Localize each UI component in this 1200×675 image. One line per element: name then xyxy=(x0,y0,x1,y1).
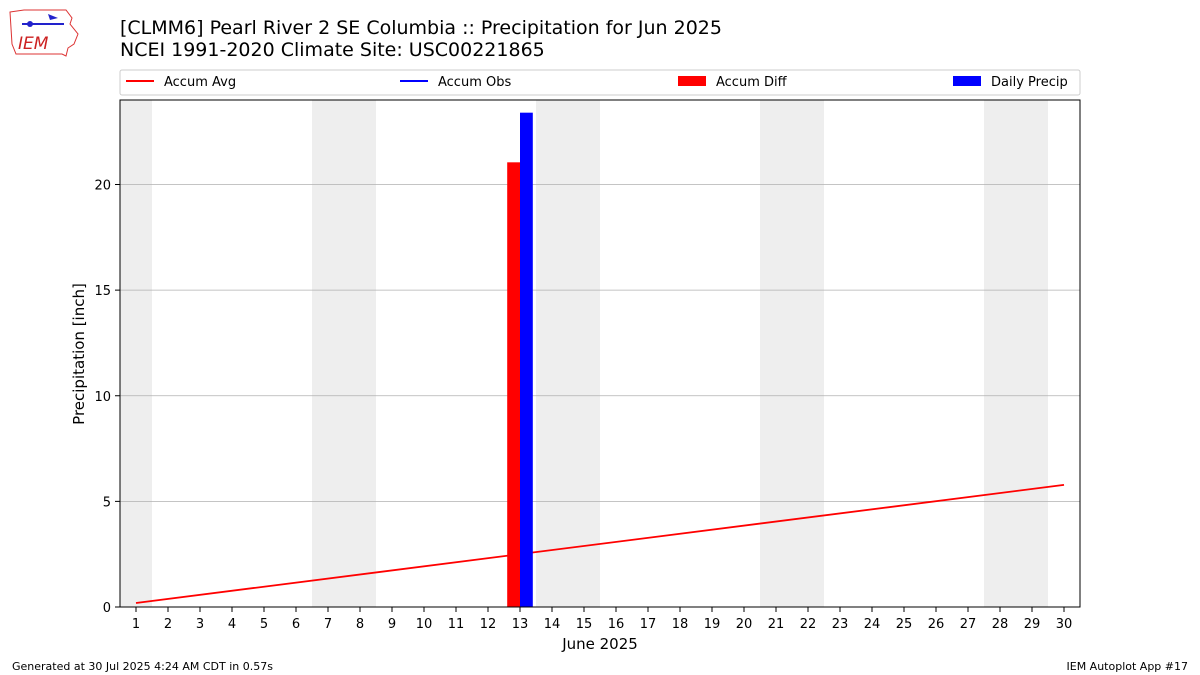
weekend-band-2 xyxy=(536,100,600,607)
chart-subtitle: NCEI 1991-2020 Climate Site: USC00221865 xyxy=(120,39,545,61)
legend-label-daily-precip: Daily Precip xyxy=(991,75,1068,90)
x-tick-label-15: 15 xyxy=(576,617,593,632)
weekend-band-3 xyxy=(760,100,824,607)
x-tick-label-18: 18 xyxy=(672,617,689,632)
weekend-band-1 xyxy=(312,100,376,607)
y-tick-label-0: 0 xyxy=(103,601,111,616)
plot-frame xyxy=(119,99,1081,608)
x-tick-label-11: 11 xyxy=(448,617,465,632)
daily-precip-bar-13 xyxy=(520,112,533,608)
x-tick-label-20: 20 xyxy=(736,617,753,632)
y-axis-ticks: 0 5 10 15 20 xyxy=(94,179,120,616)
x-tick-label-5: 5 xyxy=(260,617,268,632)
bar-series xyxy=(507,112,533,608)
x-tick-label-19: 19 xyxy=(704,617,721,632)
iowa-state-outline xyxy=(9,9,79,57)
x-tick-label-1: 1 xyxy=(132,617,140,632)
x-tick-label-21: 21 xyxy=(768,617,785,632)
x-tick-label-14: 14 xyxy=(544,617,561,632)
legend-label-accum-diff: Accum Diff xyxy=(716,75,788,90)
legend-label-accum-avg: Accum Avg xyxy=(164,75,236,90)
legend-box xyxy=(119,69,1081,96)
x-axis-ticks: 1 2 3 4 5 6 7 8 9 10 11 12 13 14 15 16 17 18 19 20 21 22 23 24 2… xyxy=(132,607,1072,632)
x-tick-label-6: 6 xyxy=(292,617,300,632)
accum-diff-bar-13 xyxy=(507,162,520,607)
logo-text: IEM xyxy=(18,34,49,54)
y-tick-label-5: 5 xyxy=(103,495,111,510)
footer-generated: Generated at 30 Jul 2025 4:24 AM CDT in … xyxy=(12,660,273,673)
legend-swatch-accum-diff xyxy=(678,76,706,86)
y-tick-label-10: 10 xyxy=(94,390,111,405)
y-tick-label-15: 15 xyxy=(94,284,111,299)
y-axis-label: Precipitation [inch] xyxy=(70,283,88,425)
x-tick-label-7: 7 xyxy=(324,617,332,632)
accum-avg-line xyxy=(135,484,1065,604)
x-tick-label-3: 3 xyxy=(196,617,204,632)
legend-label-accum-obs: Accum Obs xyxy=(438,75,511,90)
x-tick-label-10: 10 xyxy=(416,617,433,632)
legend-swatch-daily-precip xyxy=(953,76,981,86)
x-axis-label: June 2025 xyxy=(561,635,638,653)
weekend-band-0 xyxy=(120,100,152,607)
x-tick-label-30: 30 xyxy=(1056,617,1073,632)
weekend-band-4 xyxy=(984,100,1048,607)
x-tick-label-25: 25 xyxy=(896,617,913,632)
x-tick-label-29: 29 xyxy=(1024,617,1041,632)
x-tick-label-23: 23 xyxy=(832,617,849,632)
x-tick-label-28: 28 xyxy=(992,617,1009,632)
y-tick-label-20: 20 xyxy=(94,179,111,194)
x-tick-label-26: 26 xyxy=(928,617,945,632)
x-tick-label-22: 22 xyxy=(800,617,817,632)
x-tick-label-8: 8 xyxy=(356,617,364,632)
x-tick-label-12: 12 xyxy=(480,617,497,632)
legend: Accum Avg Accum Obs Accum Diff Daily Precip xyxy=(126,75,1068,90)
x-tick-label-13: 13 xyxy=(512,617,529,632)
x-tick-label-16: 16 xyxy=(608,617,625,632)
x-tick-label-9: 9 xyxy=(388,617,396,632)
x-tick-label-2: 2 xyxy=(164,617,172,632)
iem-logo: IEM xyxy=(9,9,79,57)
x-tick-label-4: 4 xyxy=(228,617,236,632)
y-gridlines xyxy=(120,184,1080,502)
x-tick-label-24: 24 xyxy=(864,617,881,632)
accum-avg-series xyxy=(135,484,1065,604)
x-tick-label-17: 17 xyxy=(640,617,657,632)
chart-title: [CLMM6] Pearl River 2 SE Columbia :: Pre… xyxy=(120,17,722,39)
weekend-shading xyxy=(120,100,1048,607)
x-tick-label-27: 27 xyxy=(960,617,977,632)
footer-app: IEM Autoplot App #17 xyxy=(1066,660,1189,673)
